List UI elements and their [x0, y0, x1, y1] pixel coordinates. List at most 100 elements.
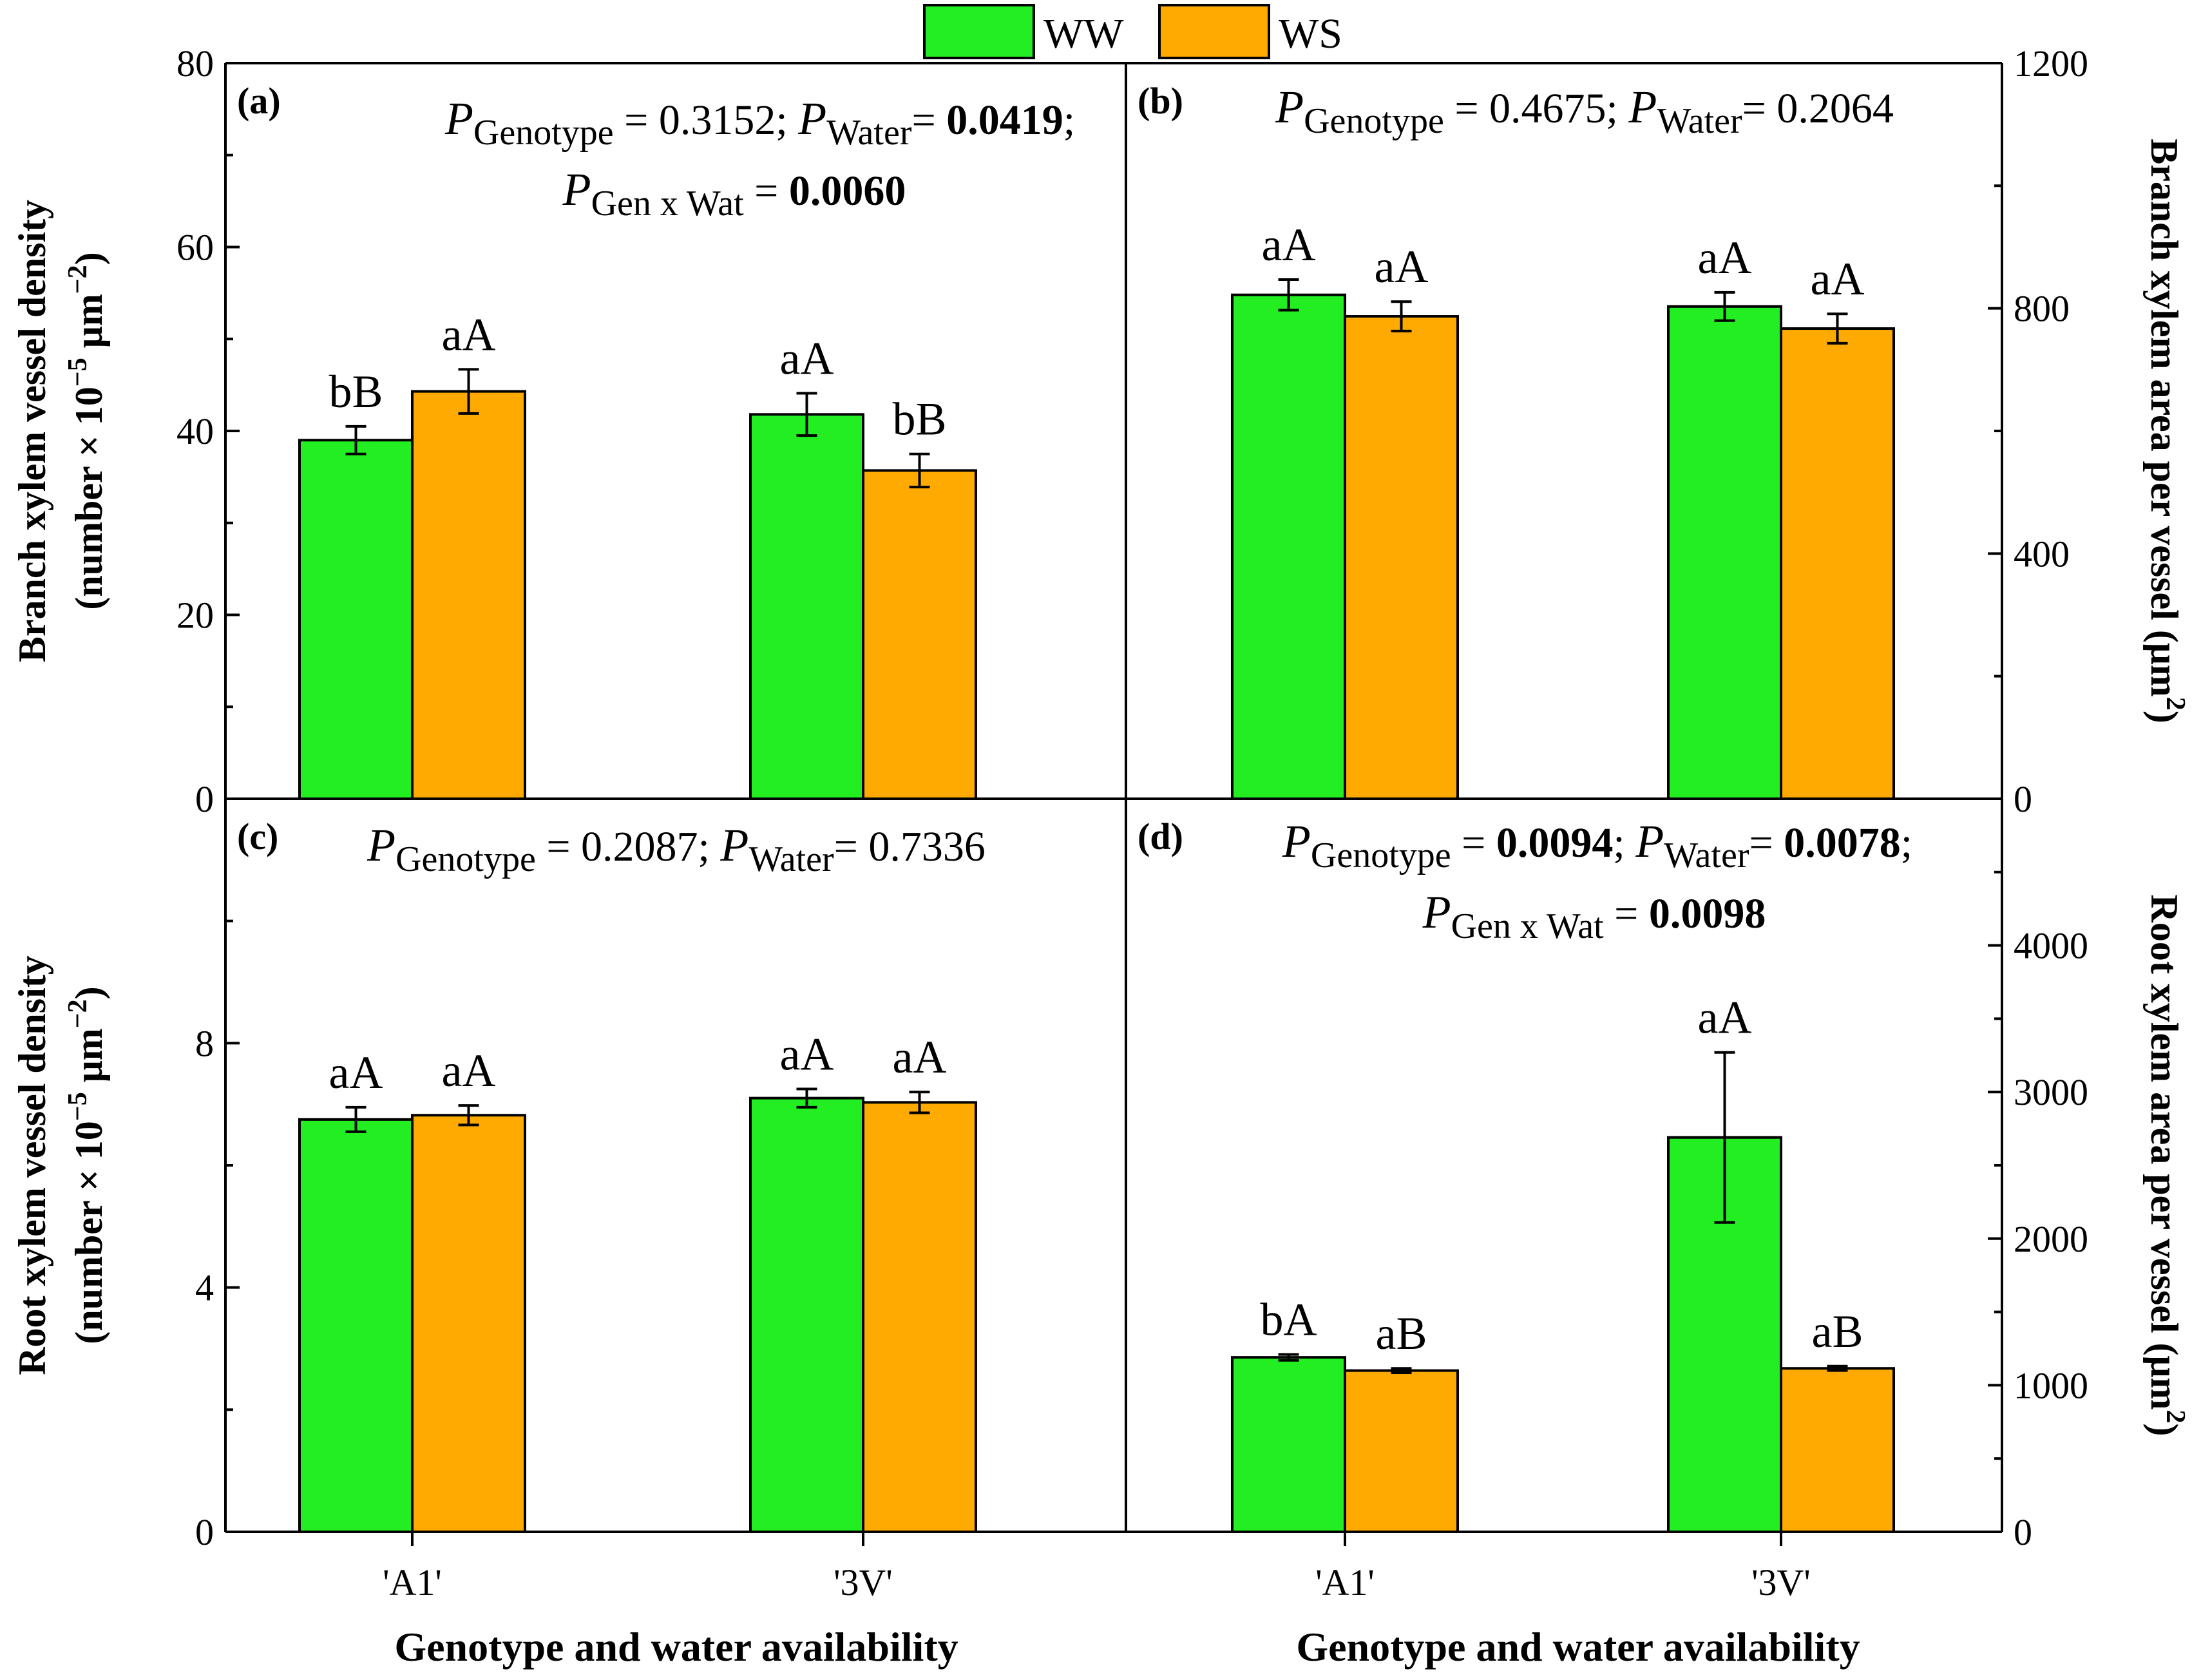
- bar-ws-0: [411, 390, 526, 800]
- stats-segment: P: [1282, 816, 1311, 867]
- stats-segment: Genotype: [1311, 835, 1451, 875]
- stats-segment: Genotype: [473, 113, 614, 153]
- stats-segment: = 0.4675;: [1444, 85, 1629, 132]
- bar-ws-0: [1344, 315, 1459, 800]
- y-tick-label: 0: [2014, 1511, 2032, 1553]
- bar-ww-1: [749, 413, 864, 800]
- bar-ws-1: [1780, 1367, 1895, 1534]
- significance-label: bA: [1261, 1294, 1317, 1346]
- panel-label: (c): [237, 816, 278, 857]
- stats-segment: =: [1451, 819, 1496, 866]
- y-tick-label: 1200: [2014, 43, 2088, 84]
- bar-ws-1: [862, 469, 977, 800]
- bar-ww-0: [298, 439, 414, 800]
- stats-line: PGenotype = 0.3152; PWater= 0.0419;: [444, 93, 1075, 153]
- stats-segment: P: [562, 164, 591, 215]
- stats-segment: 0.0098: [1649, 890, 1766, 937]
- bar-ww-1: [1667, 305, 1782, 801]
- label-part: Root xylem area per vessel (μm: [2143, 895, 2186, 1410]
- y-tick-label: 80: [176, 43, 214, 84]
- label-part: ): [2143, 1423, 2186, 1436]
- x-tick-label: '3V': [1751, 1561, 1811, 1603]
- significance-label: aA: [1262, 219, 1316, 271]
- y-tick-label: 4: [195, 1267, 214, 1309]
- units-superscript: −2: [63, 999, 93, 1028]
- y-tick-label: 2000: [2014, 1218, 2088, 1260]
- stats-segment: ;: [1901, 819, 1912, 866]
- legend: WW WS: [923, 4, 1342, 59]
- x-axis-label: Genotype and water availability: [394, 1624, 958, 1670]
- panel-label: (d): [1138, 816, 1183, 857]
- stats-segment: P: [797, 93, 826, 144]
- y-tick-label: 20: [176, 595, 214, 636]
- y-axis-label: Branch xylem vessel density: [11, 200, 53, 662]
- significance-label: aA: [442, 309, 496, 360]
- units-part: μm: [68, 294, 110, 358]
- significance-label: bB: [329, 366, 383, 417]
- y-tick-label: 0: [195, 778, 214, 820]
- legend-label-ww: WW: [1043, 10, 1124, 57]
- stats-segment: =: [1749, 819, 1784, 866]
- legend-swatch-ws: [1158, 4, 1270, 59]
- x-axis-label: Genotype and water availability: [1296, 1624, 1860, 1670]
- y-tick-label: 0: [2014, 778, 2032, 820]
- significance-label: aA: [1698, 232, 1752, 283]
- y-tick-label: 40: [176, 410, 214, 452]
- label-part: ): [2143, 711, 2186, 723]
- y-tick-label: 8: [195, 1022, 214, 1064]
- stats-segment: =: [911, 97, 946, 144]
- stats-segment: 0.0094: [1496, 819, 1614, 866]
- stats-segment: 0.0078: [1784, 819, 1901, 866]
- stats-segment: Genotype: [395, 839, 536, 879]
- significance-label: aA: [329, 1047, 383, 1098]
- significance-label: aB: [1812, 1306, 1863, 1357]
- y-tick-label: 4000: [2014, 925, 2088, 967]
- y-tick-label: 400: [2014, 533, 2070, 575]
- stats-segment: P: [1275, 81, 1304, 133]
- stats-segment: Gen x Wat: [591, 184, 745, 224]
- units-superscript: −5: [63, 1092, 93, 1121]
- legend-label-ws: WS: [1279, 10, 1342, 57]
- significance-label: aA: [1811, 253, 1865, 305]
- bar-ww-0: [1231, 293, 1346, 801]
- y-tick-label: 60: [176, 227, 214, 269]
- bar-ws-0: [411, 1114, 526, 1533]
- significance-label: aA: [780, 332, 834, 384]
- stats-segment: P: [1422, 886, 1451, 938]
- stats-segment: P: [1635, 816, 1664, 867]
- y-axis-label: Root xylem area per vessel (μm2): [2143, 895, 2190, 1437]
- stats-line: PGenotype = 0.2087; PWater= 0.7336: [367, 819, 986, 879]
- stats-segment: = 0.3152;: [614, 97, 799, 144]
- label-superscript: 2: [2160, 697, 2190, 711]
- y-tick-label: 0: [195, 1511, 214, 1553]
- stats-segment: P: [367, 819, 395, 871]
- units-superscript: −5: [63, 358, 93, 387]
- label-superscript: 2: [2160, 1409, 2190, 1423]
- significance-label: aA: [442, 1045, 496, 1096]
- units-superscript: −2: [63, 265, 93, 294]
- y-tick-label: 3000: [2014, 1071, 2088, 1113]
- bar-ww-0: [298, 1118, 414, 1533]
- units-part: (number × 10: [68, 1121, 110, 1344]
- stats-line: PGenotype = 0.0094; PWater= 0.0078;: [1282, 816, 1912, 875]
- bar-ww-0: [1231, 1356, 1346, 1533]
- legend-swatch-ww: [923, 4, 1035, 59]
- y-axis-label: Branch xylem area per vessel (μm2): [2143, 138, 2190, 723]
- significance-label: aA: [1375, 241, 1429, 292]
- significance-label: aB: [1376, 1308, 1427, 1359]
- stats-segment: 0.0419: [946, 97, 1063, 144]
- y-tick-label: 800: [2014, 288, 2070, 330]
- units-part: μm: [68, 1028, 110, 1092]
- stats-segment: P: [1628, 81, 1657, 133]
- panel-label: (b): [1138, 80, 1183, 122]
- stats-segment: =: [1604, 890, 1649, 937]
- significance-label: aA: [780, 1028, 834, 1080]
- stats-segment: P: [719, 819, 748, 871]
- bar-ww-1: [749, 1096, 864, 1533]
- stats-segment: = 0.2087;: [536, 823, 721, 870]
- y-tick-label: 1000: [2014, 1364, 2088, 1406]
- bar-ws-1: [1780, 327, 1895, 800]
- units-part: (number × 10: [68, 387, 110, 609]
